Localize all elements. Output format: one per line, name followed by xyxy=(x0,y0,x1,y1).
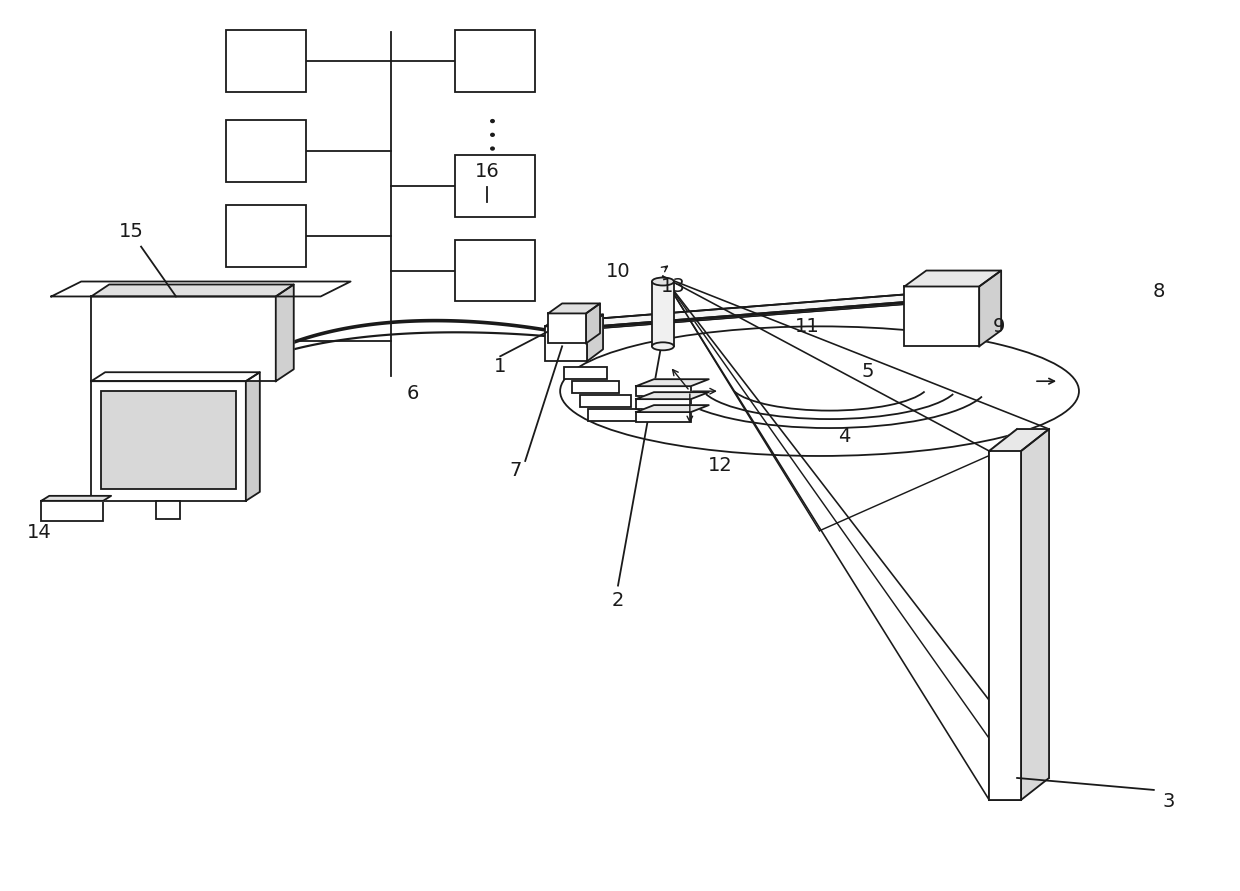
Bar xyxy=(636,386,691,396)
Text: 7: 7 xyxy=(510,462,522,480)
Text: 13: 13 xyxy=(661,277,686,296)
Bar xyxy=(548,314,587,343)
Bar xyxy=(226,205,306,266)
Polygon shape xyxy=(575,293,918,331)
Polygon shape xyxy=(587,304,600,343)
Polygon shape xyxy=(92,284,294,297)
Bar xyxy=(226,30,306,92)
Polygon shape xyxy=(1021,429,1049,800)
Polygon shape xyxy=(548,304,600,314)
Text: 14: 14 xyxy=(27,523,52,543)
Bar xyxy=(636,399,691,409)
Ellipse shape xyxy=(652,277,673,285)
Text: 4: 4 xyxy=(838,427,851,446)
Ellipse shape xyxy=(652,342,673,350)
Bar xyxy=(904,287,980,347)
Bar xyxy=(41,501,103,520)
Bar xyxy=(92,381,246,501)
Bar xyxy=(102,391,236,489)
Polygon shape xyxy=(990,429,1049,451)
Polygon shape xyxy=(92,372,260,381)
Polygon shape xyxy=(51,282,351,297)
Bar xyxy=(652,282,673,347)
Bar xyxy=(990,451,1021,800)
Text: 2: 2 xyxy=(611,591,624,610)
Polygon shape xyxy=(41,496,112,501)
Polygon shape xyxy=(904,271,1001,287)
Bar xyxy=(455,240,536,301)
Bar xyxy=(636,413,691,422)
Text: 1: 1 xyxy=(494,356,506,376)
Bar xyxy=(572,381,619,393)
Polygon shape xyxy=(980,271,1001,347)
Polygon shape xyxy=(275,284,294,381)
Text: 6: 6 xyxy=(407,384,419,403)
Text: 5: 5 xyxy=(862,362,874,380)
Polygon shape xyxy=(636,392,709,399)
Bar xyxy=(564,367,608,380)
Text: 11: 11 xyxy=(795,317,820,336)
Polygon shape xyxy=(546,315,603,326)
Bar xyxy=(588,409,644,421)
Polygon shape xyxy=(636,405,709,413)
Text: 16: 16 xyxy=(475,162,500,182)
Bar xyxy=(455,155,536,217)
Bar xyxy=(156,501,180,519)
Text: 10: 10 xyxy=(605,262,630,281)
Text: 12: 12 xyxy=(707,456,732,476)
Bar xyxy=(226,120,306,182)
Text: • • •: • • • xyxy=(487,116,502,152)
Bar xyxy=(546,326,587,361)
Text: 15: 15 xyxy=(119,222,144,241)
Polygon shape xyxy=(587,315,603,361)
Text: 8: 8 xyxy=(1153,282,1164,301)
Text: 3: 3 xyxy=(1163,792,1176,812)
Bar xyxy=(92,297,275,381)
Bar xyxy=(455,30,536,92)
Polygon shape xyxy=(636,380,709,386)
Bar xyxy=(580,395,631,407)
Text: 9: 9 xyxy=(993,317,1006,336)
Polygon shape xyxy=(246,372,260,501)
